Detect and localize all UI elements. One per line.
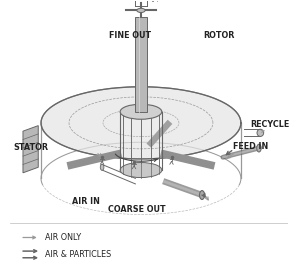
Text: COARSE OUT: COARSE OUT: [108, 205, 166, 214]
Ellipse shape: [200, 191, 205, 199]
Ellipse shape: [257, 129, 264, 136]
Polygon shape: [135, 17, 147, 112]
Polygon shape: [23, 126, 38, 173]
Text: AIR ONLY: AIR ONLY: [45, 233, 81, 242]
Text: AIR & PARTICLES: AIR & PARTICLES: [45, 250, 111, 259]
Text: STATOR: STATOR: [13, 143, 48, 152]
Ellipse shape: [120, 104, 162, 119]
Text: RECYCLE: RECYCLE: [250, 120, 290, 129]
Text: AIR IN: AIR IN: [71, 197, 99, 206]
Text: ROTOR: ROTOR: [203, 31, 235, 40]
Ellipse shape: [257, 144, 261, 152]
Text: FEED IN: FEED IN: [232, 142, 268, 151]
Text: FINE OUT: FINE OUT: [109, 31, 151, 40]
Ellipse shape: [120, 163, 162, 177]
Ellipse shape: [41, 87, 241, 159]
Ellipse shape: [100, 164, 104, 170]
Ellipse shape: [137, 8, 145, 13]
